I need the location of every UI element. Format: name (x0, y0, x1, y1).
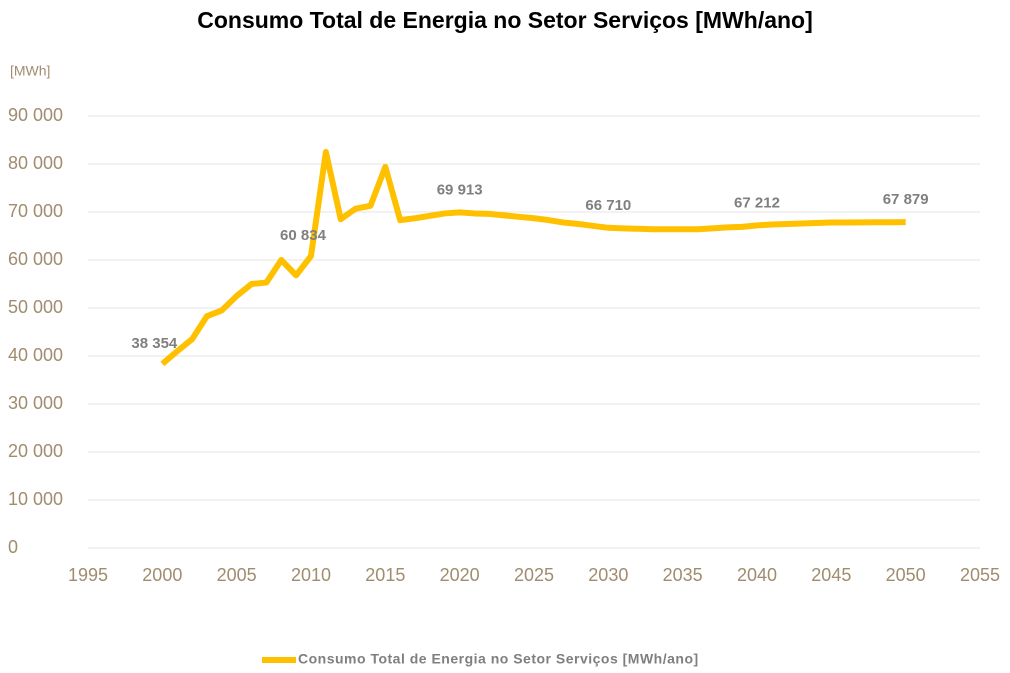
y-tick-label: 20 000 (8, 441, 63, 461)
x-tick-label: 2030 (588, 565, 628, 585)
y-tick-label: 70 000 (8, 201, 63, 221)
y-tick-label: 40 000 (8, 345, 63, 365)
data-label: 66 710 (585, 197, 631, 214)
data-label: 38 354 (131, 335, 178, 352)
x-tick-label: 2045 (811, 565, 851, 585)
x-tick-label: 2050 (886, 565, 926, 585)
data-line (160, 149, 906, 367)
chart-title: Consumo Total de Energia no Setor Serviç… (197, 7, 813, 33)
x-tick-label: 2025 (514, 565, 554, 585)
x-tick-label: 2055 (960, 565, 1000, 585)
x-tick-label: 2005 (217, 565, 257, 585)
x-tick-label: 2020 (440, 565, 480, 585)
data-label: 60 834 (280, 227, 327, 244)
y-tick-label: 50 000 (8, 297, 63, 317)
data-label: 69 913 (437, 181, 483, 198)
data-label: 67 212 (734, 194, 780, 211)
y-axis-label: [MWh] (10, 63, 50, 79)
y-tick-label: 10 000 (8, 489, 63, 509)
x-tick-label: 2040 (737, 565, 777, 585)
y-tick-label: 80 000 (8, 153, 63, 173)
x-tick-label: 2035 (663, 565, 703, 585)
data-label: 67 879 (883, 191, 929, 208)
legend-label: Consumo Total de Energia no Setor Serviç… (298, 651, 699, 667)
y-tick-label: 90 000 (8, 105, 63, 125)
x-tick-label: 2015 (365, 565, 405, 585)
x-tick-label: 2000 (142, 565, 182, 585)
x-tick-label: 2010 (291, 565, 331, 585)
y-tick-label: 60 000 (8, 249, 63, 269)
y-tick-label: 30 000 (8, 393, 63, 413)
x-tick-label: 1995 (68, 565, 108, 585)
y-tick-label: 0 (8, 537, 18, 557)
